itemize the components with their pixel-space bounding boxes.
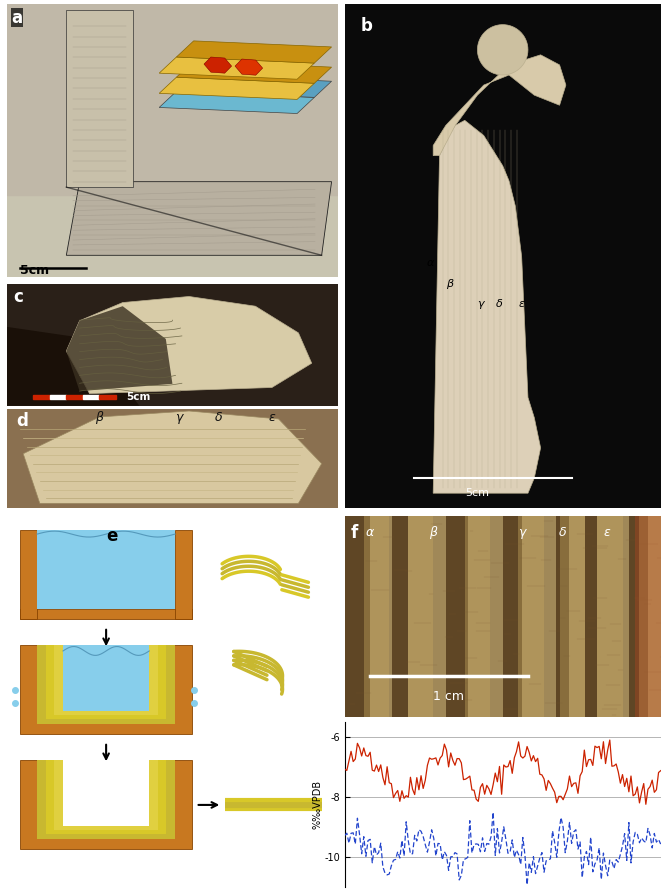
Text: δ: δ (559, 526, 566, 539)
Text: β: β (446, 279, 453, 289)
Text: f: f (351, 524, 359, 542)
Bar (635, 516, 661, 716)
Text: α: α (427, 258, 434, 268)
Bar (20, 530, 37, 619)
Bar (33, 396, 50, 399)
Bar (629, 516, 648, 716)
Bar (63, 760, 149, 826)
Text: γ: γ (518, 526, 525, 539)
Bar (83, 396, 100, 399)
Text: β: β (429, 526, 437, 539)
Bar (465, 516, 490, 716)
Bar (37, 760, 175, 838)
Bar (560, 516, 585, 716)
Bar (46, 645, 167, 719)
Text: γ: γ (175, 411, 183, 424)
Bar (100, 396, 116, 399)
Bar (598, 516, 623, 716)
Bar (20, 645, 193, 734)
Text: 5cm: 5cm (126, 392, 150, 402)
Text: 5cm: 5cm (465, 487, 489, 498)
Bar (66, 396, 83, 399)
Text: d: d (17, 412, 29, 430)
Bar (175, 530, 193, 619)
Bar (7, 4, 338, 195)
Bar (46, 760, 167, 835)
Bar (364, 516, 389, 716)
Text: δ: δ (497, 298, 503, 309)
Bar (639, 516, 664, 716)
Text: β: β (96, 411, 104, 424)
Bar (7, 195, 338, 277)
Bar (37, 645, 175, 723)
Polygon shape (477, 25, 528, 75)
Bar (50, 396, 66, 399)
Text: c: c (13, 288, 23, 306)
Bar (345, 516, 370, 716)
Text: 1 cm: 1 cm (433, 691, 464, 704)
Polygon shape (66, 182, 331, 256)
Bar (37, 530, 175, 609)
Polygon shape (433, 120, 540, 494)
Text: ε: ε (604, 526, 610, 539)
Bar (63, 645, 149, 711)
Bar (20, 760, 193, 849)
Text: e: e (106, 527, 118, 544)
Polygon shape (433, 55, 566, 156)
Bar (556, 516, 569, 716)
Polygon shape (66, 307, 173, 391)
Text: a: a (11, 9, 23, 27)
Polygon shape (66, 10, 133, 187)
Y-axis label: %‰VPDB: %‰VPDB (313, 780, 323, 829)
Text: ε: ε (268, 411, 276, 424)
Polygon shape (66, 297, 311, 394)
Text: b: b (361, 17, 373, 35)
Bar (446, 516, 468, 716)
Bar (54, 645, 158, 715)
Bar (54, 760, 158, 830)
Bar (503, 516, 522, 716)
Polygon shape (7, 327, 139, 405)
Text: γ: γ (477, 298, 484, 309)
Text: δ: δ (215, 411, 222, 424)
Text: 5cm: 5cm (20, 265, 49, 277)
Text: α: α (366, 526, 374, 539)
Bar (585, 516, 598, 716)
Text: ε: ε (519, 298, 525, 309)
Bar (408, 516, 433, 716)
Bar (20, 609, 193, 619)
Bar (392, 516, 408, 716)
Polygon shape (23, 411, 321, 503)
Bar (519, 516, 544, 716)
